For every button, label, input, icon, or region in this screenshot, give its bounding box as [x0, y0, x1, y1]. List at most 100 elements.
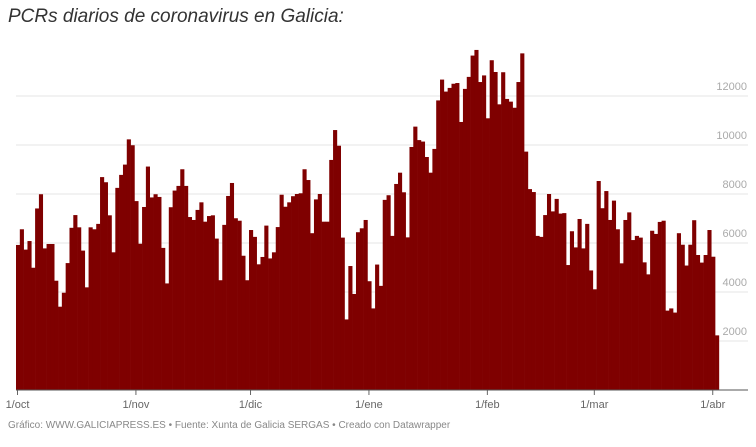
- bar: [352, 293, 357, 390]
- bar: [195, 209, 200, 390]
- bar: [111, 252, 116, 390]
- bar: [657, 221, 662, 390]
- bar: [569, 231, 575, 390]
- bar: [241, 255, 246, 390]
- bar: [611, 200, 617, 390]
- bar: [424, 157, 429, 390]
- bar: [73, 215, 78, 390]
- bar: [420, 141, 426, 390]
- bar: [527, 189, 532, 390]
- bar: [550, 211, 555, 390]
- bar: [699, 262, 704, 390]
- bar: [543, 215, 548, 390]
- bar: [138, 243, 143, 390]
- bar: [329, 159, 334, 390]
- bar: [271, 252, 277, 390]
- bar: [535, 235, 540, 390]
- bar: [703, 255, 708, 390]
- bar: [371, 308, 376, 390]
- bar: [203, 221, 208, 390]
- bar: [539, 236, 544, 390]
- bar: [256, 264, 261, 390]
- bar: [646, 274, 651, 390]
- bar: [100, 177, 105, 390]
- bar: [187, 217, 193, 390]
- bar: [447, 87, 452, 390]
- bar: [619, 263, 624, 390]
- bar: [573, 247, 578, 390]
- bar: [287, 202, 292, 390]
- bar: [409, 146, 414, 390]
- bar: [440, 79, 445, 391]
- bar: [35, 208, 40, 390]
- bar: [562, 213, 567, 390]
- bar: [302, 169, 307, 390]
- bar: [394, 183, 399, 390]
- x-tick-label: 1/ene: [355, 399, 383, 411]
- bar: [589, 270, 594, 390]
- bar: [466, 76, 471, 390]
- bar: [126, 139, 131, 390]
- bar: [489, 60, 494, 390]
- bar: [283, 206, 288, 390]
- bar: [684, 265, 689, 390]
- bar: [592, 289, 597, 390]
- bar: [218, 280, 223, 390]
- bar: [54, 280, 59, 390]
- bar: [176, 185, 181, 390]
- bar: [310, 233, 315, 390]
- bar: [229, 182, 235, 390]
- x-tick-label: 1/mar: [580, 399, 608, 411]
- bar: [317, 194, 322, 390]
- bar: [695, 255, 701, 390]
- bar: [531, 192, 536, 390]
- bar: [130, 145, 135, 390]
- bar: [428, 172, 433, 390]
- bar: [16, 244, 21, 390]
- chart-title: PCRs diarios de coronavirus en Galicia:: [8, 6, 344, 27]
- bar: [485, 118, 490, 391]
- bar: [84, 287, 89, 390]
- bar: [245, 280, 250, 390]
- bar: [222, 224, 227, 390]
- bar: [107, 215, 112, 390]
- bar: [405, 237, 410, 390]
- x-tick-label: 1/oct: [6, 399, 30, 411]
- bar: [478, 82, 483, 390]
- bar: [417, 140, 422, 390]
- bar: [520, 53, 525, 391]
- bar: [103, 182, 108, 390]
- bar: [497, 104, 502, 390]
- bar: [252, 236, 257, 390]
- x-tick-label: 1/abr: [700, 399, 725, 411]
- x-tick-label: 1/feb: [475, 399, 499, 411]
- bar: [524, 151, 529, 390]
- bar: [653, 233, 659, 390]
- bar: [344, 319, 349, 390]
- bar: [615, 229, 620, 390]
- chart-footer: Gráfico: WWW.GALICIAPRESS.ES • Fuente: X…: [8, 420, 451, 431]
- bar: [692, 220, 697, 390]
- bar: [413, 126, 418, 390]
- bar: [688, 244, 693, 390]
- bar: [210, 215, 215, 390]
- bar: [436, 100, 441, 390]
- bar: [119, 174, 124, 390]
- bar: [566, 265, 571, 390]
- bar: [512, 107, 517, 390]
- bar: [355, 232, 361, 390]
- bar: [69, 227, 74, 390]
- bar: [333, 130, 338, 390]
- y-tick-label: 12000: [716, 81, 747, 93]
- bar: [65, 263, 70, 390]
- bar: [459, 121, 464, 390]
- bar: [23, 249, 28, 390]
- bar: [711, 256, 716, 390]
- bar: [96, 223, 101, 390]
- bar: [191, 219, 196, 390]
- bar: [382, 199, 387, 390]
- bar: [715, 335, 720, 390]
- bar: [145, 166, 150, 390]
- bar: [291, 196, 296, 390]
